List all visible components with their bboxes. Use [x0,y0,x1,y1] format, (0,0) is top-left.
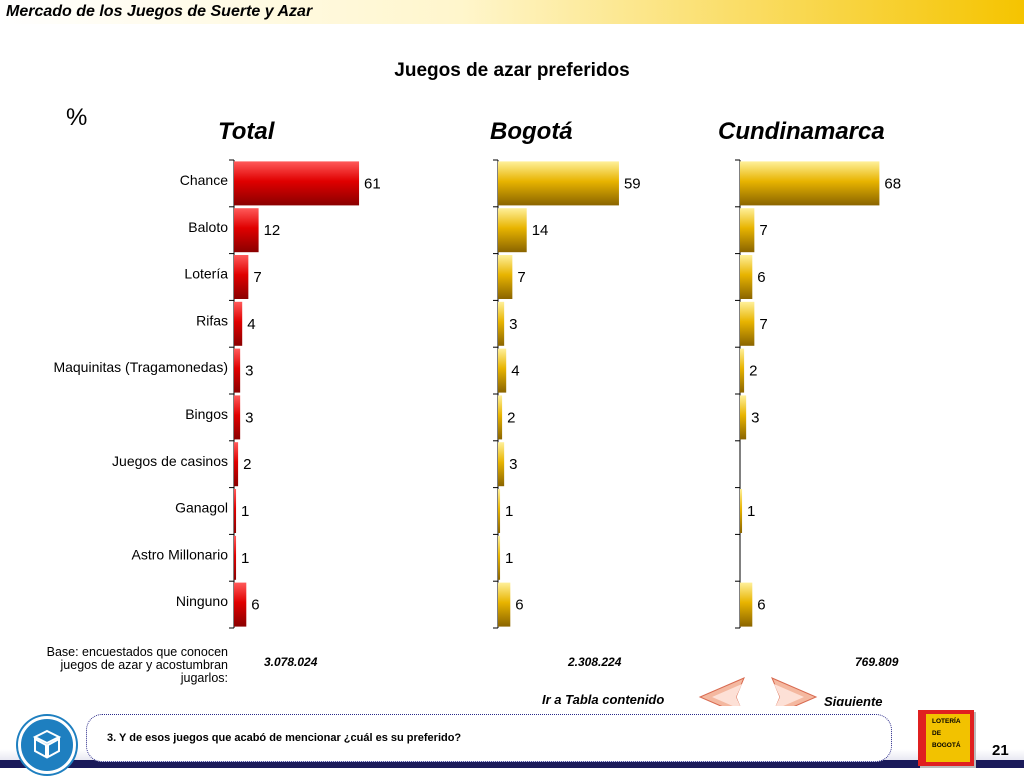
base-value-total: 3.078.024 [264,655,318,669]
data-label: 4 [247,316,255,333]
data-label: 7 [759,222,767,239]
data-label: 12 [264,222,281,239]
bar [740,208,755,253]
question-text: 3. Y de esos juegos que acabó de mencion… [107,732,462,744]
data-label: 7 [517,269,525,286]
base-value-bogota: 2.308.224 [568,655,622,669]
panel-title-cundinamarca: Cundinamarca [718,118,885,145]
bar [498,161,619,206]
data-label: 6 [757,597,765,614]
bar [740,348,745,393]
data-label: 1 [241,550,249,567]
data-label: 6 [251,597,259,614]
data-label: 7 [759,316,767,333]
table-contents-link[interactable]: Ir a Tabla contenido [542,692,665,707]
bar [740,301,755,346]
data-label: 3 [509,456,517,473]
data-label: 59 [624,175,641,192]
bar [498,348,507,393]
category-label: Rifas [196,312,228,328]
bar [498,582,511,627]
page-number: 21 [992,742,1009,759]
data-label: 3 [245,409,253,426]
header-band: Mercado de los Juegos de Suerte y Azar [0,0,1024,24]
data-label: 1 [241,503,249,520]
data-label: 61 [364,175,381,192]
category-label: Lotería [184,266,228,282]
bar [740,161,880,206]
bar [498,395,503,440]
bar [498,535,501,580]
question-box: 3. Y de esos juegos que acabó de mencion… [86,714,892,762]
footer-line [0,760,1024,768]
bar [740,255,753,299]
panel-1: 59 14 7 3 4 2 3 1 1 6 [493,159,641,629]
category-label: Bingos [185,406,228,422]
bar [234,535,237,580]
bar [740,582,753,627]
panel-title-bogota: Bogotá [490,118,573,145]
forward-arrow-highlight-icon [774,684,804,710]
panel-title-total: Total [218,118,275,145]
bar [234,442,239,487]
loteria-logo: LOTERÍA DE BOGOTÁ [918,710,974,766]
bar [498,442,505,487]
header-title: Mercado de los Juegos de Suerte y Azar [6,3,313,20]
data-label: 68 [884,175,901,192]
bar [234,161,360,206]
data-label: 3 [751,409,759,426]
bar [498,489,501,533]
unit-label: % [66,104,88,131]
category-label: Astro Millonario [132,546,229,562]
data-label: 2 [507,409,515,426]
data-label: 4 [511,363,519,380]
data-label: 2 [243,456,251,473]
back-arrow-highlight-icon [712,684,742,710]
data-label: 1 [747,503,755,520]
bar [234,489,237,533]
base-value-cundinamarca: 769.809 [855,655,899,669]
data-label: 3 [509,316,517,333]
data-label: 1 [505,503,513,520]
bar [498,255,513,299]
logo-line-2: DE [932,730,942,737]
bar [234,301,243,346]
panel-0: 61 12 7 4 3 3 2 1 1 6 [229,159,381,629]
data-label: 1 [505,550,513,567]
data-label: 2 [749,363,757,380]
data-label: 3 [245,363,253,380]
bar [740,395,747,440]
cube-logo-icon [32,729,62,759]
data-label: 6 [757,269,765,286]
bar [234,208,259,253]
bar [234,395,241,440]
data-label: 6 [515,597,523,614]
data-label: 7 [253,269,261,286]
brand-logo [18,716,76,774]
category-label: Maquinitas (Tragamonedas) [53,359,228,375]
panel-2: 68 7 6 7 2 3 1 6 [735,159,901,629]
base-label: Base: encuestados que conocen juegos de … [46,645,228,685]
bar [234,348,241,393]
category-label: Baloto [188,219,228,235]
bar [740,489,743,533]
category-label: Ninguno [176,593,228,609]
bar-chart: Chance Baloto Lotería Rifas Maquinitas (Trag… [53,159,901,629]
bar [234,255,249,299]
logo-line-1: LOTERÍA [932,718,961,725]
bar [498,208,527,253]
bar [498,301,505,346]
category-label: Ganagol [175,500,228,516]
logo-line-3: BOGOTÁ [932,742,961,749]
category-label: Chance [180,172,228,188]
bar [234,582,247,627]
next-link[interactable]: Siguiente [824,694,883,709]
page-title: Juegos de azar preferidos [394,60,630,81]
category-label: Juegos de casinos [112,453,228,469]
data-label: 14 [532,222,549,239]
